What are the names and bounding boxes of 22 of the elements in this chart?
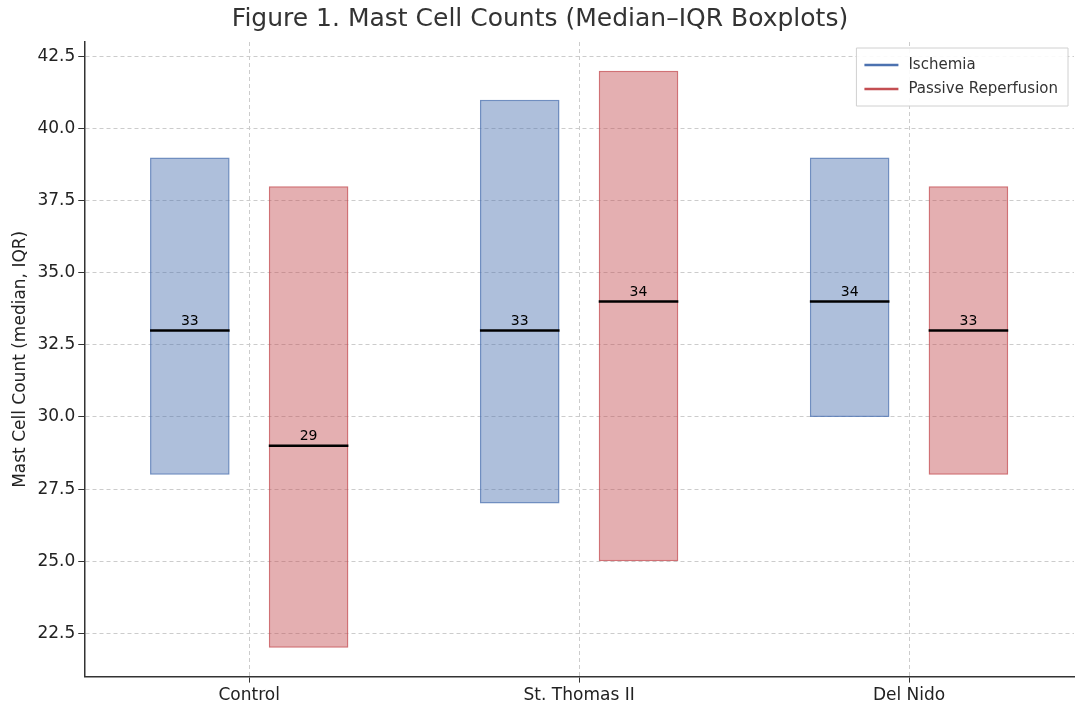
y-axis-title: Mast Cell Count (median, IQR) <box>8 230 29 488</box>
y-tick-label: 30.0 <box>37 405 76 426</box>
x-tick-label: St. Thomas II <box>523 684 635 705</box>
legend-label: Passive Reperfusion <box>908 78 1059 97</box>
y-tick-label: 22.5 <box>37 621 76 642</box>
y-tick-label: 27.5 <box>37 477 76 498</box>
y-tick-label: 42.5 <box>37 44 76 65</box>
y-tick-label: 32.5 <box>37 333 76 354</box>
y-tick-label: 40.0 <box>37 116 76 137</box>
y-tick-label: 25.0 <box>37 549 76 570</box>
text: 33 <box>180 312 199 329</box>
x-tick-label: Del Nido <box>872 684 946 705</box>
text: 33 <box>510 312 529 329</box>
text: 33 <box>959 312 978 329</box>
chart-title: Figure 1. Mast Cell Counts (Median–IQR Boxplots) <box>231 2 849 32</box>
text: 34 <box>840 283 859 300</box>
y-tick-label: 37.5 <box>37 189 76 210</box>
text: 29 <box>299 427 318 444</box>
x-tick-label: Control <box>218 684 280 705</box>
legend-label: Ischemia <box>908 54 976 73</box>
text: 34 <box>629 283 648 300</box>
y-tick-label: 35.0 <box>37 261 76 282</box>
